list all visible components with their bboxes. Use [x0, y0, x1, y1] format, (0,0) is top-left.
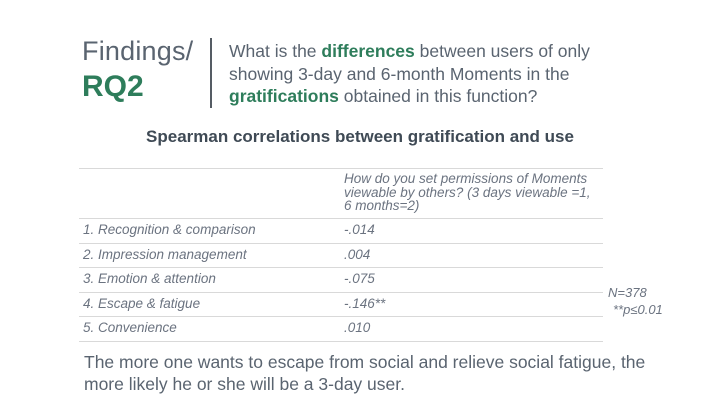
table-row: 4. Escape & fatigue -.146** [79, 291, 603, 317]
question-text-2: between users of only showing 3-day and … [229, 41, 590, 84]
research-question: What is the differences between users of… [229, 40, 649, 108]
table-row: 5. Convenience .010 [79, 316, 603, 342]
correlation-value: -.075 [340, 267, 603, 292]
gratification-label: 3. Emotion & attention [79, 267, 340, 292]
title-findings: Findings/ [82, 36, 194, 66]
correlation-value: -.146** [340, 291, 603, 317]
table-title: Spearman correlations between gratificat… [146, 127, 574, 146]
correlation-value: .004 [340, 242, 603, 268]
title-rq2: RQ2 [82, 70, 144, 103]
table-notes: N=378 **p≤0.01 [608, 285, 663, 318]
table-header-blank [79, 168, 340, 219]
table-header-row: How do you set permissions of Moments vi… [79, 168, 603, 219]
correlation-value: -.014 [340, 218, 603, 243]
table-row: 2. Impression management .004 [79, 242, 603, 268]
question-text-1: What is the [229, 41, 322, 61]
table-row: 3. Emotion & attention -.075 [79, 267, 603, 292]
sample-size-note: N=378 [608, 285, 647, 300]
table-header-permissions: How do you set permissions of Moments vi… [340, 168, 603, 219]
gratification-label: 5. Convenience [79, 316, 340, 342]
significance-note: **p≤0.01 [613, 301, 663, 317]
correlation-value: .010 [340, 316, 603, 342]
question-text-3: obtained in this function? [338, 86, 538, 106]
conclusion-text: The more one wants to escape from social… [84, 352, 646, 394]
gratification-label: 4. Escape & fatigue [79, 291, 340, 317]
table-row: 1. Recognition & comparison -.014 [79, 218, 603, 243]
gratification-label: 1. Recognition & comparison [79, 218, 340, 243]
title-divider [210, 38, 212, 108]
gratification-label: 2. Impression management [79, 242, 340, 268]
question-highlight-gratifications: gratifications [229, 86, 339, 106]
correlation-table: How do you set permissions of Moments vi… [79, 168, 603, 342]
question-highlight-differences: differences [321, 41, 415, 61]
